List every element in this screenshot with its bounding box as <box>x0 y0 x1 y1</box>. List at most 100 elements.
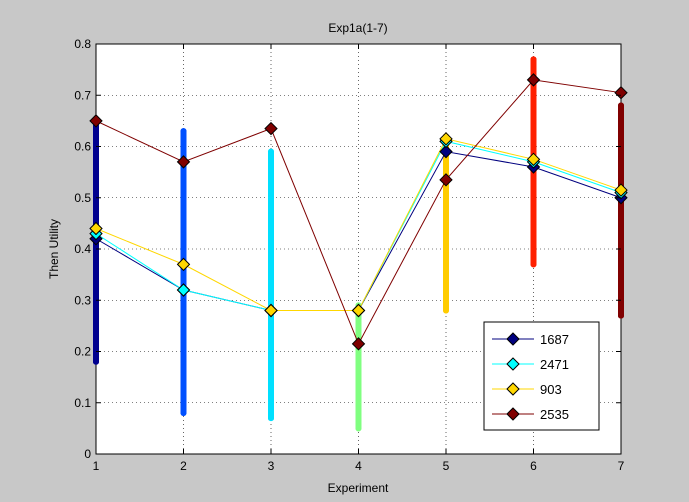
scatter-point <box>618 117 624 124</box>
series-marker <box>526 152 541 167</box>
scatter-point <box>268 358 274 365</box>
series-marker <box>264 303 278 318</box>
scatter-point <box>180 369 187 375</box>
scatter-point <box>618 107 624 114</box>
scatter-point <box>180 179 187 186</box>
scatter-point <box>268 215 274 222</box>
scatter-point <box>268 333 274 340</box>
scatter-point <box>355 322 362 329</box>
y-tick-label: 0 <box>84 447 91 461</box>
scatter-point <box>268 199 274 206</box>
scatter-point <box>180 143 187 150</box>
y-axis-ticks: 0 0.1 0.2 0.3 0.4 0.5 0.6 0.7 0.8 <box>74 37 621 461</box>
scatter-point <box>618 215 624 222</box>
scatter-point <box>268 271 274 278</box>
series-marker <box>439 144 453 159</box>
scatter-point <box>443 266 449 273</box>
scatter-point <box>180 169 187 176</box>
scatter-point <box>93 169 99 176</box>
scatter-point <box>180 333 187 340</box>
scatter-point <box>530 179 537 186</box>
x-tick-label: 6 <box>530 459 537 473</box>
scatter-point <box>93 184 99 191</box>
scatter-point <box>530 61 537 68</box>
scatter-point <box>268 363 274 370</box>
scatter-point <box>180 404 187 411</box>
scatter-point <box>618 230 624 237</box>
scatter-point <box>355 404 362 411</box>
scatter-point <box>180 410 187 416</box>
scatter-point <box>618 307 624 314</box>
scatter-point <box>618 302 624 309</box>
series-marker <box>176 155 191 169</box>
y-tick-label: 0.6 <box>74 140 91 154</box>
scatter-point <box>93 281 99 288</box>
scatter-point <box>618 261 624 268</box>
scatter-point <box>93 138 99 145</box>
legend-box <box>483 321 600 431</box>
scatter-point <box>268 281 274 288</box>
legend-label: 2471 <box>540 357 569 372</box>
scatter-point <box>530 261 537 268</box>
scatter-point <box>268 399 274 406</box>
scatter-point <box>268 174 274 181</box>
scatter-point <box>443 235 449 242</box>
scatter-point <box>93 266 99 273</box>
scatter-point <box>93 148 99 155</box>
x-axis-label: Experiment <box>328 481 389 495</box>
scatter-point <box>180 189 187 196</box>
scatter-point <box>180 363 187 370</box>
scatter-point <box>355 410 362 416</box>
scatter-point <box>93 189 99 196</box>
scatter-point <box>618 276 624 283</box>
y-tick-label: 0.1 <box>74 396 91 410</box>
series-marker <box>351 337 366 351</box>
scatter-point <box>93 317 99 324</box>
scatter-point <box>268 194 274 201</box>
scatter-point <box>618 102 624 109</box>
scatter-point <box>530 251 537 258</box>
scatter-point <box>618 174 624 181</box>
scatter-point <box>530 235 537 242</box>
scatter-point <box>355 394 362 401</box>
scatter-point <box>618 235 624 242</box>
scatter-point <box>180 328 187 334</box>
scatter-point <box>268 261 274 268</box>
scatter-point <box>530 220 537 227</box>
scatter-point <box>355 374 362 381</box>
scatter-point <box>530 184 537 191</box>
scatter-point <box>443 164 449 170</box>
scatter-point <box>93 338 99 345</box>
scatter-point <box>443 199 449 206</box>
scatter-point <box>530 205 537 211</box>
scatter-point <box>268 240 274 247</box>
x-tick-label: 7 <box>618 459 625 473</box>
scatter-point <box>268 410 274 416</box>
scatter-point <box>180 225 187 232</box>
scatter-point <box>355 348 362 355</box>
scatter-point <box>618 133 624 140</box>
series-marker <box>264 121 278 136</box>
scatter-point <box>530 102 537 109</box>
scatter-point <box>93 251 99 258</box>
scatter-point <box>530 246 537 252</box>
scatter-point <box>268 230 274 237</box>
scatter-point <box>443 251 449 258</box>
scatter-point <box>268 389 274 396</box>
scatter-point <box>530 240 537 247</box>
scatter-point <box>530 87 537 94</box>
legend-marker <box>506 382 520 396</box>
scatter-point <box>268 292 274 299</box>
scatter-point <box>268 189 274 196</box>
scatter-point <box>618 148 624 155</box>
scatter-point <box>93 276 99 283</box>
scatter-point <box>443 158 449 165</box>
y-tick-label: 0.2 <box>74 345 91 359</box>
scatter-point <box>443 240 449 247</box>
scatter-point <box>180 379 187 386</box>
scatter-point <box>268 353 274 360</box>
y-tick-label: 0.8 <box>74 37 91 51</box>
scatter-point <box>618 169 624 176</box>
scatter-point <box>180 394 187 401</box>
